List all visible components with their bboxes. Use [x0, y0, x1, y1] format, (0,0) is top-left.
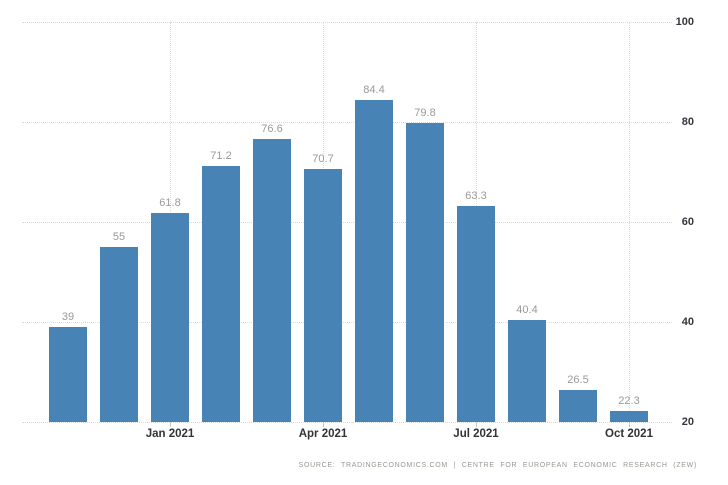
x-axis-tick	[629, 422, 630, 427]
plot-area: 100 80 60 40 20 Jan 2021 Apr 2021 Jul 2021 Oct 2…	[22, 16, 694, 440]
x-axis-tick	[323, 422, 324, 427]
y-axis-tick-label: 100	[675, 16, 694, 28]
bar[interactable]	[406, 123, 444, 422]
y-gridline	[22, 322, 672, 323]
y-gridline	[22, 122, 672, 123]
bar-value-label: 63.3	[465, 189, 487, 202]
y-axis-tick-label: 80	[681, 116, 694, 128]
x-gridline	[629, 22, 630, 422]
bar-value-label: 84.4	[363, 84, 385, 96]
bar-value-label: 61.8	[159, 197, 181, 209]
y-axis-tick-label: 20	[681, 416, 694, 428]
bar-value-label: 22.3	[618, 394, 640, 407]
bar[interactable]	[508, 320, 546, 422]
y-gridline	[22, 422, 672, 423]
bar-value-label: 79.8	[414, 107, 436, 119]
x-axis-tick	[476, 422, 477, 427]
bar[interactable]	[304, 168, 342, 422]
y-axis-tick-label: 40	[681, 316, 694, 328]
bar-value-label: 55	[112, 231, 126, 243]
x-axis-tick-label: Jan 2021	[145, 428, 195, 440]
bar[interactable]	[253, 139, 291, 422]
bar-value-label: 40.4	[516, 304, 538, 316]
bar[interactable]	[559, 389, 597, 422]
y-gridline	[22, 222, 672, 223]
bar-value-label: 39	[61, 311, 75, 323]
bar-value-label: 71.2	[210, 150, 232, 162]
bar[interactable]	[355, 100, 393, 422]
y-axis-tick-label: 60	[681, 216, 694, 228]
source-attribution: SOURCE: TRADINGECONOMICS.COM | CENTRE FO…	[298, 462, 697, 469]
bar[interactable]	[202, 166, 240, 422]
bar[interactable]	[100, 247, 138, 422]
bar-value-label: 70.7	[312, 152, 334, 165]
x-axis-tick-label: Jul 2021	[453, 428, 499, 440]
bar[interactable]	[49, 327, 87, 422]
x-axis-tick-label: Oct 2021	[605, 428, 653, 440]
x-axis-tick	[170, 422, 171, 427]
bar-value-label: 26.5	[567, 373, 589, 386]
bar[interactable]	[610, 410, 648, 422]
bar[interactable]	[151, 213, 189, 422]
y-gridline	[22, 22, 672, 23]
bar[interactable]	[457, 205, 495, 422]
x-axis-tick-label: Apr 2021	[298, 428, 348, 440]
bar-value-label: 76.6	[261, 123, 283, 135]
